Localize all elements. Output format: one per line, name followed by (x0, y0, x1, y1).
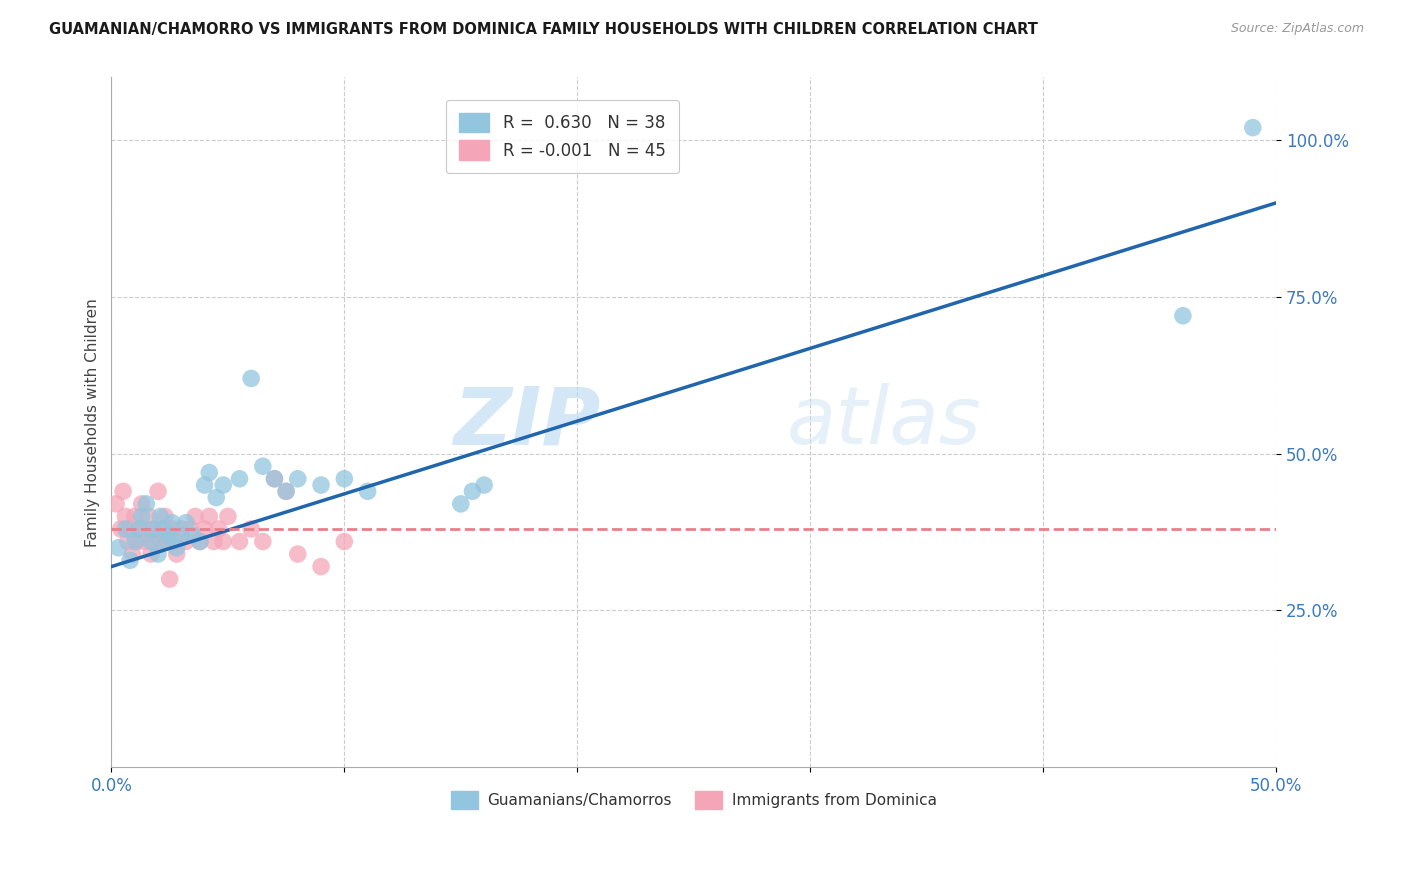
Point (174, 534, 197, 549)
Text: atlas: atlas (787, 384, 981, 461)
Point (125, 534, 148, 549)
Point (198, 509, 221, 524)
Point (240, 371, 263, 385)
Point (1241, 120, 1264, 135)
Point (333, 472, 356, 486)
Point (194, 478, 217, 492)
Point (287, 547, 309, 561)
Point (112, 484, 135, 499)
Text: Source: ZipAtlas.com: Source: ZipAtlas.com (1230, 22, 1364, 36)
Point (181, 528, 204, 542)
Point (252, 534, 274, 549)
Point (356, 484, 378, 499)
Point (118, 522, 141, 536)
Point (333, 534, 356, 549)
Point (188, 534, 211, 549)
Point (139, 534, 162, 549)
Point (174, 516, 197, 530)
Point (180, 522, 202, 536)
Point (217, 509, 239, 524)
Point (263, 472, 285, 486)
Point (135, 497, 157, 511)
Point (105, 497, 128, 511)
Text: ZIP: ZIP (453, 384, 600, 461)
Point (149, 509, 172, 524)
Point (117, 534, 139, 549)
Point (135, 522, 157, 536)
Point (309, 559, 332, 574)
Point (163, 534, 186, 549)
Point (142, 534, 165, 549)
Point (132, 534, 155, 549)
Point (198, 466, 221, 480)
Point (152, 522, 174, 536)
Point (160, 516, 183, 530)
Point (114, 509, 136, 524)
Point (118, 553, 141, 567)
Point (142, 522, 165, 536)
Point (159, 528, 181, 542)
Point (228, 472, 250, 486)
Legend: Guamanians/Chamorros, Immigrants from Dominica: Guamanians/Chamorros, Immigrants from Do… (444, 785, 943, 814)
Point (472, 478, 495, 492)
Point (149, 534, 172, 549)
Point (170, 528, 193, 542)
Point (152, 522, 174, 536)
Point (461, 484, 484, 499)
Point (170, 522, 193, 536)
Point (156, 534, 179, 549)
Point (1171, 309, 1194, 323)
Point (274, 484, 297, 499)
Point (156, 534, 179, 549)
Point (212, 534, 235, 549)
Point (274, 484, 297, 499)
Point (146, 547, 169, 561)
Point (212, 478, 235, 492)
Point (139, 547, 162, 561)
Point (107, 541, 129, 555)
Y-axis label: Family Households with Children: Family Households with Children (86, 298, 100, 547)
Point (287, 472, 309, 486)
Point (124, 509, 146, 524)
Point (194, 522, 217, 536)
Point (309, 478, 332, 492)
Point (252, 459, 274, 474)
Point (228, 534, 250, 549)
Point (138, 509, 160, 524)
Point (128, 522, 150, 536)
Point (188, 534, 211, 549)
Point (166, 541, 188, 555)
Point (146, 484, 169, 499)
Point (202, 534, 225, 549)
Point (159, 572, 181, 586)
Point (184, 509, 207, 524)
Point (263, 472, 285, 486)
Point (240, 522, 263, 536)
Point (114, 522, 136, 536)
Point (131, 509, 153, 524)
Point (128, 522, 150, 536)
Point (131, 497, 153, 511)
Point (110, 522, 132, 536)
Point (153, 509, 176, 524)
Point (450, 497, 472, 511)
Point (124, 534, 146, 549)
Point (121, 547, 143, 561)
Point (145, 522, 167, 536)
Point (207, 522, 229, 536)
Point (205, 491, 228, 505)
Point (166, 547, 188, 561)
Text: GUAMANIAN/CHAMORRO VS IMMIGRANTS FROM DOMINICA FAMILY HOUSEHOLDS WITH CHILDREN C: GUAMANIAN/CHAMORRO VS IMMIGRANTS FROM DO… (49, 22, 1038, 37)
Point (160, 522, 183, 536)
